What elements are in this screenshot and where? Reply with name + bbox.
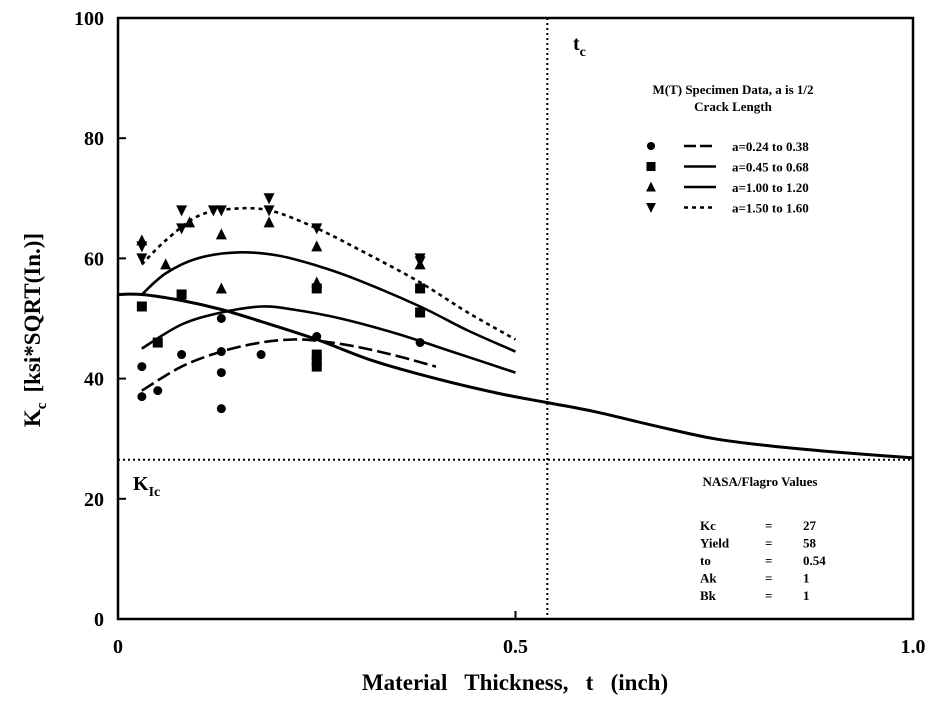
flagro-curve (117, 292, 914, 460)
legend-marker-3 (646, 203, 656, 213)
y-tick-label-3: 60 (84, 248, 104, 270)
series-0-point-6 (216, 368, 226, 378)
param-value-3: 1 (803, 571, 810, 586)
params-title: NASA/Flagro Values (703, 474, 818, 489)
series-2-point-4 (215, 282, 227, 294)
legend-marker-1 (646, 162, 656, 171)
series-0-point-10 (415, 338, 425, 348)
y-axis-title-rest: [ksi*SQRT(In.)] (20, 233, 45, 393)
param-eq-2: = (765, 553, 772, 568)
param-name-2: to (700, 553, 711, 568)
legend-title-line2: Crack Length (694, 99, 772, 114)
param-value-1: 58 (803, 536, 817, 551)
y-tick-label-1: 20 (84, 489, 104, 511)
series-2-point-7 (311, 276, 323, 288)
kic-label: KIc (133, 473, 160, 500)
x-tick-label-2: 1.0 (901, 636, 926, 658)
param-name-4: Bk (700, 588, 717, 603)
series-curve-1 (141, 305, 516, 374)
series-0-point-3 (177, 350, 187, 360)
series-3-point-8 (311, 223, 323, 235)
series-1-point-3 (311, 349, 322, 360)
series-3-point-10 (414, 256, 426, 268)
y-axis-title-sub: c (34, 402, 50, 409)
param-value-2: 0.54 (803, 553, 826, 568)
y-tick-label-2: 40 (84, 369, 104, 391)
param-eq-4: = (765, 588, 772, 603)
fit-curves (117, 206, 914, 460)
y-tick-label-0: 0 (94, 609, 104, 631)
series-1-point-1 (152, 337, 163, 348)
series-curve-2 (140, 250, 517, 353)
series-2-point-5 (263, 216, 275, 228)
x-axis-title: Material Thickness, t (inch) (362, 670, 668, 695)
series-0-point-2 (153, 386, 163, 396)
series-2-point-3 (215, 228, 227, 240)
param-value-0: 27 (803, 518, 817, 533)
series-2-point-1 (160, 258, 172, 270)
plot-frame (116, 16, 915, 621)
series-0-point-0 (137, 362, 147, 372)
series-3-point-0 (136, 241, 148, 253)
series-3-point-1 (136, 253, 148, 265)
legend-label-2: a=1.00 to 1.20 (732, 180, 809, 195)
series-1-point-5 (311, 361, 322, 372)
reference-lines (118, 18, 913, 619)
series-2-point-6 (311, 240, 323, 252)
legend-marker-0 (646, 141, 656, 151)
series-0-point-9 (312, 332, 322, 342)
axis-ticks: 0 0.5 1.0 0 20 40 60 80 100 (74, 8, 926, 658)
series-1-point-2 (176, 289, 187, 300)
tc-label: tc (573, 33, 586, 60)
param-name-0: Kc (700, 518, 716, 533)
series-3-point-2 (176, 205, 188, 217)
legend: a=0.24 to 0.38 a=0.45 to 0.68 a=1.00 to 1.… (646, 139, 809, 216)
param-eq-0: = (765, 518, 772, 533)
x-tick-label-0: 0 (113, 636, 123, 658)
series-1-point-4 (311, 355, 322, 366)
series-curve-0 (141, 338, 437, 392)
y-axis-title: Kc [ksi*SQRT(In.)] (20, 233, 50, 427)
params-table: Kc = 27 Yield = 58 to = 0.54 Ak = 1 Bk = 1 (700, 518, 826, 603)
y-axis-title-main: K (20, 409, 45, 427)
series-curve-3 (140, 206, 517, 341)
param-value-4: 1 (803, 588, 810, 603)
series-2-point-2 (184, 216, 196, 228)
x-tick-label-1: 0.5 (503, 636, 528, 658)
data-points (136, 193, 426, 414)
series-3-point-6 (263, 193, 275, 205)
series-3-point-5 (215, 205, 227, 217)
legend-label-0: a=0.24 to 0.38 (732, 139, 809, 154)
series-3-point-4 (207, 205, 219, 217)
series-0-point-7 (216, 404, 226, 414)
y-tick-label-4: 80 (84, 128, 104, 150)
legend-marker-2 (646, 181, 656, 192)
series-1-point-7 (415, 283, 426, 294)
legend-label-1: a=0.45 to 0.68 (732, 160, 809, 175)
param-name-1: Yield (700, 536, 730, 551)
legend-title-line1: M(T) Specimen Data, a is 1/2 (652, 82, 813, 97)
param-eq-3: = (765, 571, 772, 586)
series-1-point-8 (415, 307, 426, 318)
series-0-point-4 (216, 314, 226, 323)
param-eq-1: = (765, 536, 772, 551)
series-1-point-0 (136, 301, 147, 312)
param-name-3: Ak (700, 571, 717, 586)
y-tick-label-5: 100 (74, 8, 104, 30)
series-0-point-8 (256, 350, 266, 360)
series-0-point-5 (216, 347, 226, 357)
series-0-point-1 (137, 392, 147, 402)
series-1-point-6 (311, 283, 322, 294)
series-3-point-3 (176, 223, 188, 235)
series-3-point-7 (263, 205, 275, 217)
legend-label-3: a=1.50 to 1.60 (732, 201, 809, 216)
